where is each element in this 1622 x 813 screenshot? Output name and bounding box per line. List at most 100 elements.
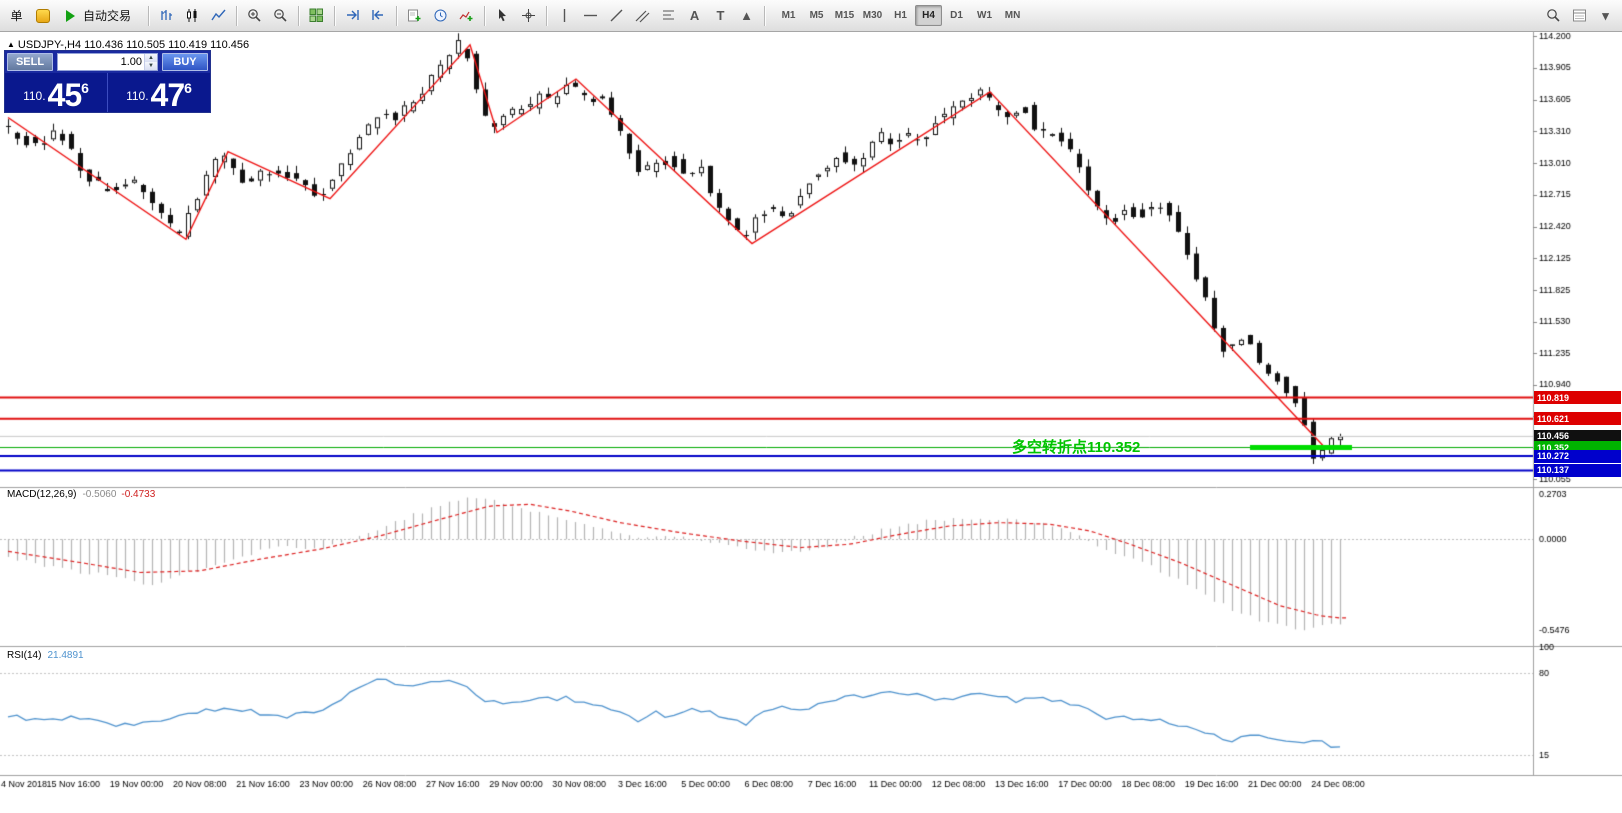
bar-chart-icon (161, 10, 173, 20)
rsi-header: RSI(14) 21.4891 (7, 650, 84, 661)
symbols-icon (35, 8, 50, 23)
volume-input[interactable] (58, 54, 144, 70)
timeframe-M15-button[interactable]: M15 (834, 10, 855, 21)
crosshair-icon (522, 9, 536, 22)
rsi-label: RSI(14) (7, 650, 42, 661)
chart-title: ▲ USDJPY-,H4 110.436 110.505 110.419 110.… (7, 39, 249, 51)
toolbar-separator (546, 5, 548, 26)
toolbar-separator (484, 5, 486, 26)
text-label-button[interactable]: T (708, 4, 733, 28)
text-label-icon: T (716, 8, 725, 23)
auto-scroll-button[interactable] (340, 4, 365, 28)
tile-windows-button[interactable] (304, 4, 329, 28)
symbols-button[interactable] (30, 4, 55, 28)
indicators-icon (459, 11, 473, 21)
chart-canvas[interactable] (0, 32, 1622, 813)
zoom-out-button[interactable] (268, 4, 293, 28)
channel-icon (635, 10, 650, 23)
line-chart-icon (211, 9, 226, 21)
toolbar-separator (764, 5, 766, 26)
new-order-button[interactable]: 单 (4, 4, 29, 28)
zoom-out-icon (274, 9, 287, 22)
chevron-down-icon: ▾ (1602, 7, 1609, 23)
buy-price-sup: 6 (184, 80, 192, 96)
sell-price[interactable]: 110. 45 6 (5, 73, 107, 112)
text-icon: A (689, 8, 700, 23)
turning-point-annotation: 多空转折点110.352 (1012, 439, 1141, 456)
buy-price-digits: 47 (150, 77, 186, 113)
toolbar-separator (236, 5, 238, 26)
price-tag-110.272: 110.272 (1534, 449, 1621, 463)
arrows-button[interactable]: ▲ (734, 4, 759, 28)
buy-price-prefix: 110. (126, 89, 149, 103)
new-chart-button[interactable] (402, 4, 427, 28)
channel-button[interactable] (630, 4, 655, 28)
timeframe-MN-button[interactable]: MN (1004, 10, 1021, 21)
trendline-icon (610, 9, 623, 22)
volume-box: ▲ ▼ (57, 53, 158, 71)
timeframe-H1-button[interactable]: H1 (894, 10, 907, 21)
zoom-in-button[interactable] (242, 4, 267, 28)
timeframe-M1-button[interactable]: M1 (781, 10, 796, 21)
sell-price-sup: 6 (81, 80, 89, 96)
horizontal-line-icon (584, 14, 598, 17)
volume-stepper: ▲ ▼ (144, 54, 157, 70)
timeframe-toolbar: M1 M5 M15 M30 H1 H4 D1 W1 MN (775, 5, 1026, 26)
sell-button[interactable]: SELL (7, 53, 53, 71)
macd-signal-value: -0.4733 (121, 489, 156, 500)
chart-marker-icon: ▲ (7, 40, 15, 49)
data-window-button[interactable] (1567, 4, 1592, 28)
new-chart-icon (408, 9, 421, 22)
macd-value: -0.5060 (82, 489, 117, 500)
toolbar-overflow-button[interactable]: ▾ (1593, 4, 1618, 28)
timeframe-W1-button[interactable]: W1 (977, 10, 993, 21)
candlestick-icon (187, 9, 197, 22)
toolbar-separator (298, 5, 300, 26)
volume-down-button[interactable]: ▼ (145, 62, 157, 70)
bar-chart-button[interactable] (154, 4, 179, 28)
cursor-button[interactable] (490, 4, 515, 28)
period-button[interactable] (428, 4, 453, 28)
indicators-button[interactable] (454, 4, 479, 28)
one-click-trading-panel: SELL ▲ ▼ BUY 110. 45 6 110. 47 6 (4, 50, 211, 113)
price-tag-110.819: 110.819 (1534, 391, 1621, 405)
price-tag-110.137: 110.137 (1534, 463, 1621, 477)
clock-icon (434, 9, 447, 22)
rsi-value: 21.4891 (47, 650, 84, 661)
buy-button[interactable]: BUY (162, 53, 208, 71)
horizontal-line-button[interactable] (578, 4, 603, 28)
play-icon (66, 9, 75, 22)
vertical-line-icon (563, 9, 566, 22)
trendline-button[interactable] (604, 4, 629, 28)
chart-title-text: USDJPY-,H4 110.436 110.505 110.419 110.4… (17, 39, 250, 51)
arrow-icon: ▲ (740, 8, 753, 23)
text-button[interactable]: A (682, 4, 707, 28)
zoom-in-icon (248, 9, 261, 22)
timeframe-D1-button[interactable]: D1 (950, 10, 963, 21)
cursor-icon (499, 9, 507, 22)
timeframe-M5-button[interactable]: M5 (809, 10, 824, 21)
crosshair-button[interactable] (516, 4, 541, 28)
timeframe-M30-button[interactable]: M30 (862, 10, 883, 21)
timeframe-H4-button[interactable]: H4 (915, 5, 943, 26)
main-toolbar: 单 自动交易 A T ▲ M1 M5 M15 M30 H1 H (0, 0, 1622, 32)
sell-price-digits: 45 (47, 77, 83, 113)
search-icon (1547, 9, 1560, 22)
data-window-icon (1573, 9, 1586, 22)
line-chart-button[interactable] (206, 4, 231, 28)
search-button[interactable] (1541, 4, 1566, 28)
price-tag-110.621: 110.621 (1534, 412, 1621, 426)
buy-price[interactable]: 110. 47 6 (107, 73, 210, 112)
price-tag-110.456: 110.456 (1534, 429, 1621, 443)
autotrading-button[interactable]: 自动交易 (56, 4, 143, 28)
fibonacci-button[interactable] (656, 4, 681, 28)
auto-scroll-icon (347, 10, 359, 20)
vertical-line-button[interactable] (552, 4, 577, 28)
candlestick-button[interactable] (180, 4, 205, 28)
chart-shift-icon (372, 10, 384, 20)
macd-label: MACD(12,26,9) (7, 489, 77, 500)
volume-up-button[interactable]: ▲ (145, 54, 157, 62)
chart-shift-button[interactable] (366, 4, 391, 28)
autotrading-label: 自动交易 (83, 9, 132, 23)
toolbar-separator (334, 5, 336, 26)
